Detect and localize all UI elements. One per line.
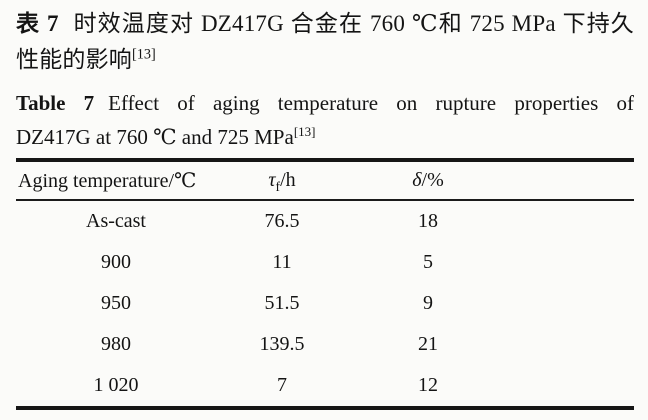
caption-en-table-label: Table 7 [16, 91, 95, 115]
caption-en-line2-text: DZ417G at 760 ℃ and 725 MPa [16, 125, 294, 149]
caption-zh-line1: 表 7 时效温度对 DZ417G 合金在 760 ℃和 725 MPa 下持久 [16, 6, 634, 42]
cell-spacer [508, 283, 634, 324]
caption-en-citation: [13] [293, 124, 316, 139]
caption-en: Table 7 Effect of aging temperature on ru… [16, 86, 634, 154]
cell-rupture-life: 76.5 [264, 210, 300, 232]
table-row: 980 139.5 21 [16, 324, 634, 365]
cell-spacer [508, 324, 634, 365]
caption-zh-line2: 性能的影响[13] [16, 42, 634, 78]
elongation-unit: /% [421, 169, 444, 191]
table-header-row: Aging temperature/℃ τf/h δ/% [16, 160, 634, 201]
cell-rupture-life: 11 [272, 251, 292, 273]
caption-zh-table-label: 表 7 [16, 11, 59, 36]
caption-zh: 表 7 时效温度对 DZ417G 合金在 760 ℃和 725 MPa 下持久 性… [16, 6, 634, 78]
cell-aging-temperature: As-cast [86, 210, 146, 232]
header-spacer [508, 160, 634, 201]
tau-subscript: f [275, 179, 281, 194]
cell-elongation: 5 [423, 251, 433, 273]
cell-aging-temperature: 950 [101, 292, 131, 314]
header-aging-temperature: Aging temperature/℃ [16, 160, 216, 201]
cell-spacer [508, 242, 634, 283]
caption-en-line2: DZ417G at 760 ℃ and 725 MPa[13] [16, 120, 634, 154]
table-body: As-cast 76.5 18 900 11 5 950 51.5 9 980 … [16, 200, 634, 408]
header-elongation: δ/% [348, 160, 508, 201]
table-row: 950 51.5 9 [16, 283, 634, 324]
rupture-life-unit: /h [280, 169, 296, 191]
caption-en-line1: Table 7 Effect of aging temperature on ru… [16, 86, 634, 120]
cell-spacer [508, 200, 634, 242]
cell-aging-temperature: 900 [101, 251, 131, 273]
table-head: Aging temperature/℃ τf/h δ/% [16, 160, 634, 201]
table-row: 900 11 5 [16, 242, 634, 283]
caption-zh-line2-text: 性能的影响 [16, 47, 132, 72]
cell-rupture-life: 51.5 [264, 292, 300, 314]
cell-elongation: 9 [423, 292, 433, 314]
cell-elongation: 18 [418, 210, 438, 232]
rupture-properties-table: Aging temperature/℃ τf/h δ/% As-cast 76.… [16, 158, 634, 410]
delta-symbol: δ [412, 169, 422, 191]
cell-aging-temperature: 1 020 [93, 374, 139, 396]
cell-rupture-life: 139.5 [259, 333, 305, 355]
cell-rupture-life: 7 [277, 374, 287, 396]
table-row: As-cast 76.5 18 [16, 200, 634, 242]
cell-elongation: 21 [418, 333, 438, 355]
tau-symbol: τ [268, 169, 276, 191]
caption-zh-line1-text: 时效温度对 DZ417G 合金在 760 ℃和 725 MPa 下持久 [72, 11, 634, 36]
caption-zh-citation: [13] [132, 46, 156, 63]
cell-aging-temperature: 980 [101, 333, 131, 355]
table-row: 1 020 7 12 [16, 365, 634, 408]
caption-en-line1-text: Effect of aging temperature on rupture p… [108, 91, 634, 115]
cell-elongation: 12 [418, 374, 438, 396]
cell-spacer [508, 365, 634, 408]
header-rupture-life: τf/h [216, 160, 348, 201]
